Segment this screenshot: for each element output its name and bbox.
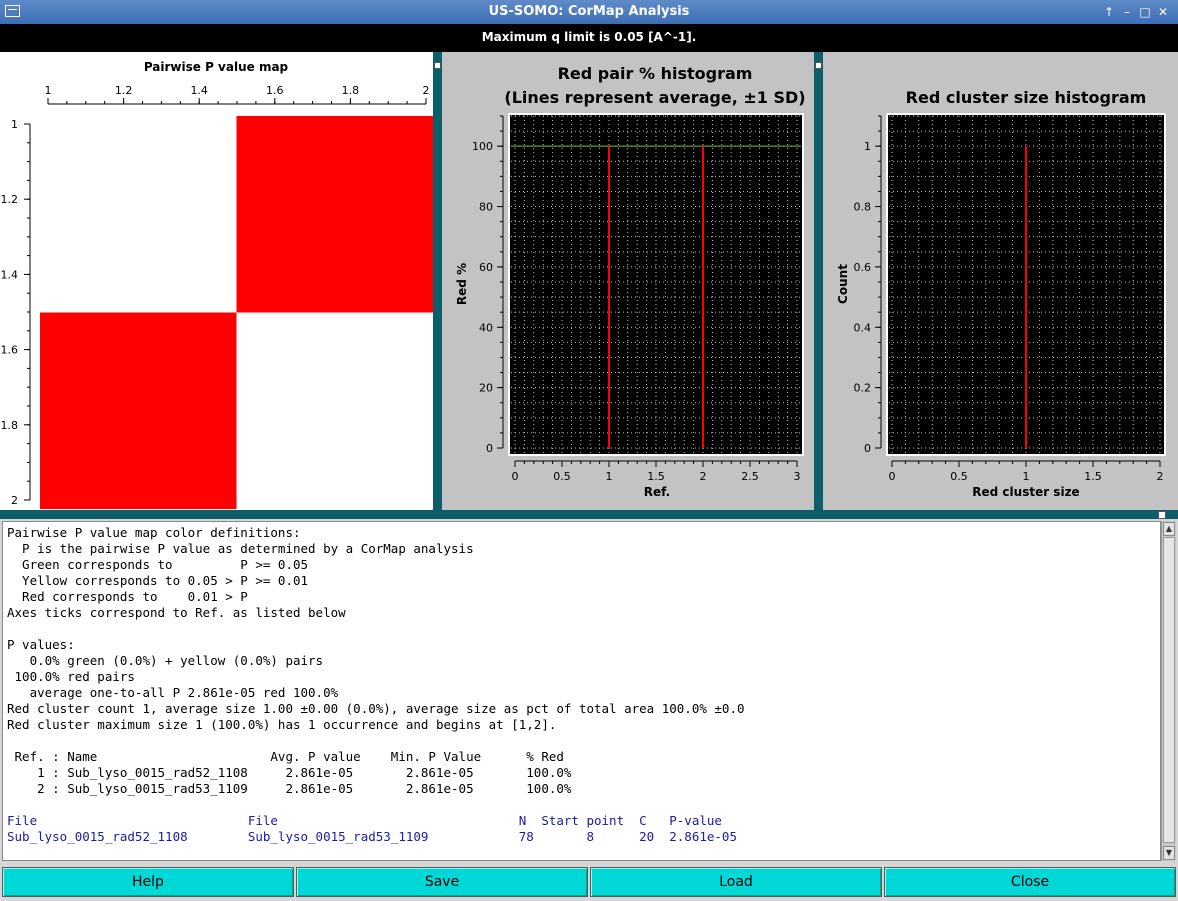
h1-ytick-label: 80 bbox=[479, 201, 493, 214]
heatmap-ytick-label: 1 bbox=[11, 118, 18, 131]
splitter-right[interactable] bbox=[814, 52, 823, 510]
heatmap-plot: Pairwise P value map 1 1 1.2 1.2 1.4 1.4 1.6 1.… bbox=[1, 60, 433, 509]
heatmap-ytick-label: 2 bbox=[11, 494, 18, 507]
heatmap-cell-2-2 bbox=[236, 312, 433, 509]
heatmap-xtick-label: 2 bbox=[423, 84, 430, 97]
heatmap-cell-1-1 bbox=[40, 116, 237, 313]
load-button[interactable]: Load bbox=[590, 867, 882, 897]
h2-xtick-label: 1.5 bbox=[1084, 470, 1102, 483]
report-line: 100.0% red pairs bbox=[7, 669, 135, 684]
h1-ytick-label: 20 bbox=[479, 382, 493, 395]
report-line: 2 : Sub_lyso_0015_rad53_1109 2.861e-05 2… bbox=[7, 781, 572, 796]
heatmap-ytick-label: 1.2 bbox=[1, 193, 19, 206]
report-line: Ref. : Name Avg. P value Min. P Value % … bbox=[7, 749, 564, 764]
hist2-xlabel: Red cluster size bbox=[972, 485, 1079, 499]
report-scrollbar[interactable]: ▲ ▼ bbox=[1161, 521, 1176, 861]
h2-ytick-label: 0 bbox=[864, 442, 871, 455]
horizontal-splitter[interactable] bbox=[0, 510, 1178, 519]
scroll-down-icon[interactable]: ▼ bbox=[1163, 846, 1175, 860]
report-line: Red cluster maximum size 1 (100.0%) has … bbox=[7, 717, 557, 732]
report-line: average one-to-all P 2.861e-05 red 100.0… bbox=[7, 685, 339, 700]
h2-ytick-label: 0.4 bbox=[854, 321, 872, 334]
h1-xtick-label: 2 bbox=[700, 470, 707, 483]
heatmap-cell-1-2 bbox=[236, 116, 433, 313]
report-line: P is the pairwise P value as determined … bbox=[7, 541, 474, 556]
heatmap-cell-2-1 bbox=[40, 312, 237, 509]
report-line: 1 : Sub_lyso_0015_rad52_1108 2.861e-05 2… bbox=[7, 765, 572, 780]
h2-xtick-label: 2 bbox=[1157, 470, 1164, 483]
splitter-left[interactable] bbox=[433, 52, 442, 510]
window-title: US-SOMO: CorMap Analysis bbox=[488, 4, 690, 19]
report-line: Axes ticks correspond to Ref. as listed … bbox=[7, 605, 346, 620]
h2-ytick-label: 0.6 bbox=[854, 261, 872, 274]
heatmap-ytick-label: 1.8 bbox=[1, 419, 19, 432]
report-line: Red cluster count 1, average size 1.00 ±… bbox=[7, 701, 745, 716]
heatmap-xtick-label: 1.2 bbox=[115, 84, 133, 97]
heatmap-ytick-label: 1.4 bbox=[1, 268, 19, 281]
report-line bbox=[7, 797, 1156, 813]
h1-xtick-label: 2.5 bbox=[741, 470, 759, 483]
h1-xtick-label: 0 bbox=[512, 470, 519, 483]
maximize-icon[interactable]: □ bbox=[1139, 5, 1151, 19]
heatmap-xtick-label: 1.4 bbox=[190, 84, 208, 97]
h1-xtick-label: 1.5 bbox=[647, 470, 665, 483]
h1-ytick-label: 40 bbox=[479, 321, 493, 334]
hist1-subtitle: (Lines represent average, ±1 SD) bbox=[504, 88, 805, 107]
h1-xtick-label: 0.5 bbox=[553, 470, 571, 483]
h1-xtick-label: 3 bbox=[794, 470, 801, 483]
button-row: Help Save Load Close bbox=[0, 864, 1178, 901]
hist1-title: Red pair % histogram bbox=[558, 64, 753, 83]
scroll-thumb[interactable] bbox=[1163, 537, 1175, 843]
h2-xtick-label: 0.5 bbox=[950, 470, 968, 483]
heatmap-xtick-label: 1.6 bbox=[266, 84, 284, 97]
report-line bbox=[7, 733, 1156, 749]
close-button[interactable]: Close bbox=[884, 867, 1176, 897]
report-line: Yellow corresponds to 0.05 > P >= 0.01 bbox=[7, 573, 309, 588]
save-button[interactable]: Save bbox=[296, 867, 588, 897]
red-cluster-histogram-panel: Red cluster size histogram 0 0.5 1 1.5 2 0 0.2… bbox=[823, 52, 1178, 510]
heatmap-panel: Pairwise P value map 1 1 1.2 1.2 1.4 1.4 1.6 1.… bbox=[0, 52, 433, 510]
minimize-icon[interactable]: – bbox=[1124, 5, 1130, 19]
hist2-title: Red cluster size histogram bbox=[906, 88, 1147, 107]
h1-ytick-label: 0 bbox=[486, 442, 493, 455]
hist1-xlabel: Ref. bbox=[644, 485, 671, 499]
heatmap-ytick-label: 1.6 bbox=[1, 344, 19, 357]
red-pair-histogram-panel: Red pair % histogram (Lines represent av… bbox=[442, 52, 814, 510]
heatmap-xtick-label: 1 bbox=[45, 84, 52, 97]
h1-ytick-label: 100 bbox=[472, 140, 493, 153]
h2-ytick-label: 1 bbox=[864, 140, 871, 153]
hist2-ylabel: Count bbox=[836, 264, 850, 304]
report-line: Red corresponds to 0.01 > P bbox=[7, 589, 248, 604]
h2-ytick-label: 0.8 bbox=[854, 201, 872, 214]
report-line: 0.0% green (0.0%) + yellow (0.0%) pairs bbox=[7, 653, 324, 668]
heatmap-xtick-label: 1.8 bbox=[342, 84, 360, 97]
hist1-ylabel: Red % bbox=[455, 263, 469, 305]
report-line bbox=[7, 621, 1156, 637]
report-line: Pairwise P value map color definitions: bbox=[7, 525, 301, 540]
red-cluster-histogram: Red cluster size histogram 0 0.5 1 1.5 2 0 0.2… bbox=[836, 88, 1166, 499]
close-window-icon[interactable]: ✕ bbox=[1157, 5, 1169, 19]
scroll-up-icon[interactable]: ▲ bbox=[1163, 522, 1175, 536]
h1-ytick-label: 60 bbox=[479, 261, 493, 274]
report-text-area[interactable]: Pairwise P value map color definitions: … bbox=[2, 521, 1161, 861]
red-pair-histogram: Red pair % histogram (Lines represent av… bbox=[455, 64, 806, 499]
q-limit-info: Maximum q limit is 0.05 [A^-1]. bbox=[0, 24, 1178, 52]
window-menu-icon[interactable] bbox=[5, 5, 20, 17]
report-line: Green corresponds to P >= 0.05 bbox=[7, 557, 309, 572]
h1-xtick-label: 1 bbox=[606, 470, 613, 483]
heatmap-title: Pairwise P value map bbox=[144, 60, 289, 74]
file-table-row: Sub_lyso_0015_rad52_1108 Sub_lyso_0015_r… bbox=[7, 829, 737, 844]
file-table-header: File File N Start point C P-value bbox=[7, 813, 722, 828]
report-line: P values: bbox=[7, 637, 75, 652]
h2-xtick-label: 1 bbox=[1023, 470, 1030, 483]
title-bar: US-SOMO: CorMap Analysis ↑ – □ ✕ bbox=[0, 0, 1178, 24]
help-button[interactable]: Help bbox=[2, 867, 294, 897]
keep-above-icon[interactable]: ↑ bbox=[1103, 5, 1115, 19]
h2-xtick-label: 0 bbox=[889, 470, 896, 483]
h2-ytick-label: 0.2 bbox=[854, 382, 872, 395]
